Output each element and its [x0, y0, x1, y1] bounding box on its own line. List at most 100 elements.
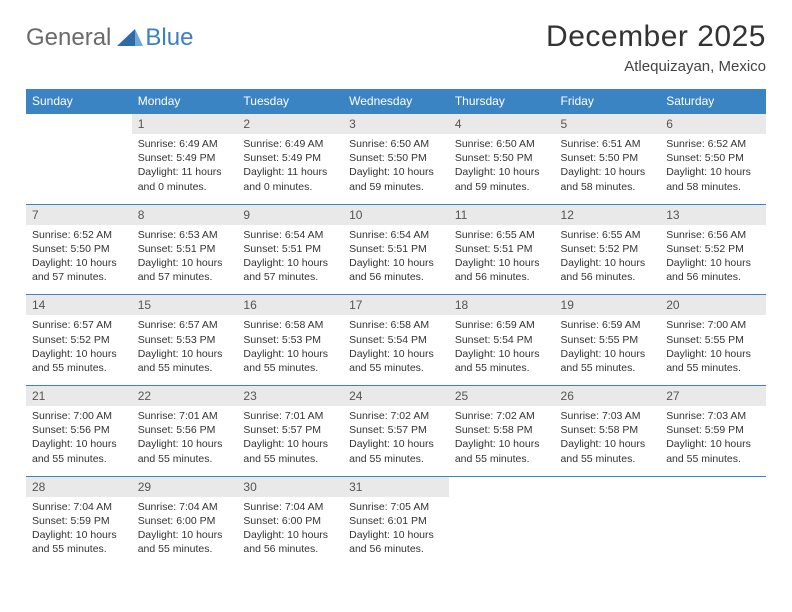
- day-header: Saturday: [660, 89, 766, 114]
- day-cell: Sunrise: 6:57 AMSunset: 5:53 PMDaylight:…: [132, 315, 238, 385]
- daylight-text: Daylight: 10 hours and 55 minutes.: [666, 347, 760, 375]
- sunset-text: Sunset: 5:57 PM: [349, 423, 443, 437]
- day-cell: Sunrise: 6:53 AMSunset: 5:51 PMDaylight:…: [132, 225, 238, 295]
- day-number: 13: [660, 204, 766, 225]
- day-cell: Sunrise: 7:00 AMSunset: 5:56 PMDaylight:…: [26, 406, 132, 476]
- sunrise-text: Sunrise: 7:05 AM: [349, 500, 443, 514]
- day-number: 20: [660, 295, 766, 316]
- day-number: 4: [449, 114, 555, 135]
- sunset-text: Sunset: 5:51 PM: [455, 242, 549, 256]
- day-cell: Sunrise: 6:59 AMSunset: 5:55 PMDaylight:…: [555, 315, 661, 385]
- day-cell: Sunrise: 6:54 AMSunset: 5:51 PMDaylight:…: [343, 225, 449, 295]
- detail-row: Sunrise: 7:04 AMSunset: 5:59 PMDaylight:…: [26, 497, 766, 567]
- daylight-text: Daylight: 10 hours and 55 minutes.: [561, 437, 655, 465]
- day-number: 22: [132, 386, 238, 407]
- daylight-text: Daylight: 10 hours and 55 minutes.: [32, 528, 126, 556]
- sunrise-text: Sunrise: 6:49 AM: [138, 137, 232, 151]
- sunset-text: Sunset: 5:51 PM: [243, 242, 337, 256]
- daynum-row: 21222324252627: [26, 386, 766, 407]
- daylight-text: Daylight: 10 hours and 58 minutes.: [666, 165, 760, 193]
- day-cell: [555, 497, 661, 567]
- sunset-text: Sunset: 5:55 PM: [666, 333, 760, 347]
- sunset-text: Sunset: 6:00 PM: [138, 514, 232, 528]
- sunrise-text: Sunrise: 6:51 AM: [561, 137, 655, 151]
- calendar-body: 123456Sunrise: 6:49 AMSunset: 5:49 PMDay…: [26, 114, 766, 567]
- sunrise-text: Sunrise: 7:00 AM: [666, 318, 760, 332]
- sunrise-text: Sunrise: 7:03 AM: [666, 409, 760, 423]
- daylight-text: Daylight: 11 hours and 0 minutes.: [243, 165, 337, 193]
- sunrise-text: Sunrise: 7:04 AM: [243, 500, 337, 514]
- daylight-text: Daylight: 10 hours and 55 minutes.: [666, 437, 760, 465]
- daylight-text: Daylight: 10 hours and 56 minutes.: [349, 528, 443, 556]
- sunrise-text: Sunrise: 6:52 AM: [32, 228, 126, 242]
- sunset-text: Sunset: 5:53 PM: [138, 333, 232, 347]
- day-cell: [660, 497, 766, 567]
- day-cell: Sunrise: 7:02 AMSunset: 5:57 PMDaylight:…: [343, 406, 449, 476]
- daylight-text: Daylight: 10 hours and 55 minutes.: [32, 347, 126, 375]
- sunset-text: Sunset: 5:50 PM: [666, 151, 760, 165]
- day-number: 29: [132, 476, 238, 497]
- day-number: 6: [660, 114, 766, 135]
- sunrise-text: Sunrise: 6:57 AM: [32, 318, 126, 332]
- daylight-text: Daylight: 10 hours and 55 minutes.: [455, 347, 549, 375]
- day-cell: Sunrise: 6:54 AMSunset: 5:51 PMDaylight:…: [237, 225, 343, 295]
- day-header: Monday: [132, 89, 238, 114]
- day-number: 1: [132, 114, 238, 135]
- daylight-text: Daylight: 10 hours and 57 minutes.: [138, 256, 232, 284]
- day-cell: Sunrise: 6:59 AMSunset: 5:54 PMDaylight:…: [449, 315, 555, 385]
- day-header-row: SundayMondayTuesdayWednesdayThursdayFrid…: [26, 89, 766, 114]
- day-number: 24: [343, 386, 449, 407]
- day-cell: Sunrise: 6:58 AMSunset: 5:54 PMDaylight:…: [343, 315, 449, 385]
- day-cell: Sunrise: 7:01 AMSunset: 5:57 PMDaylight:…: [237, 406, 343, 476]
- day-cell: Sunrise: 6:49 AMSunset: 5:49 PMDaylight:…: [237, 134, 343, 204]
- day-number: 21: [26, 386, 132, 407]
- daylight-text: Daylight: 11 hours and 0 minutes.: [138, 165, 232, 193]
- day-cell: Sunrise: 6:58 AMSunset: 5:53 PMDaylight:…: [237, 315, 343, 385]
- sunrise-text: Sunrise: 6:52 AM: [666, 137, 760, 151]
- daylight-text: Daylight: 10 hours and 57 minutes.: [243, 256, 337, 284]
- sunrise-text: Sunrise: 6:56 AM: [666, 228, 760, 242]
- sunset-text: Sunset: 5:52 PM: [32, 333, 126, 347]
- sunrise-text: Sunrise: 6:55 AM: [455, 228, 549, 242]
- sunset-text: Sunset: 5:50 PM: [349, 151, 443, 165]
- brand-part1: General: [26, 24, 111, 52]
- daylight-text: Daylight: 10 hours and 56 minutes.: [455, 256, 549, 284]
- sunset-text: Sunset: 5:49 PM: [243, 151, 337, 165]
- day-number: 15: [132, 295, 238, 316]
- page-title: December 2025: [546, 20, 766, 54]
- day-number: 5: [555, 114, 661, 135]
- day-header: Friday: [555, 89, 661, 114]
- day-cell: [449, 497, 555, 567]
- day-number: 2: [237, 114, 343, 135]
- detail-row: Sunrise: 6:57 AMSunset: 5:52 PMDaylight:…: [26, 315, 766, 385]
- day-cell: Sunrise: 7:03 AMSunset: 5:58 PMDaylight:…: [555, 406, 661, 476]
- day-number: [660, 476, 766, 497]
- daylight-text: Daylight: 10 hours and 55 minutes.: [349, 347, 443, 375]
- day-number: 31: [343, 476, 449, 497]
- day-number: 3: [343, 114, 449, 135]
- daylight-text: Daylight: 10 hours and 57 minutes.: [32, 256, 126, 284]
- day-number: 19: [555, 295, 661, 316]
- sunset-text: Sunset: 5:54 PM: [455, 333, 549, 347]
- brand-logo: General Blue: [26, 24, 193, 52]
- daylight-text: Daylight: 10 hours and 55 minutes.: [243, 437, 337, 465]
- sunset-text: Sunset: 5:54 PM: [349, 333, 443, 347]
- sunrise-text: Sunrise: 6:50 AM: [349, 137, 443, 151]
- day-cell: Sunrise: 6:55 AMSunset: 5:51 PMDaylight:…: [449, 225, 555, 295]
- daylight-text: Daylight: 10 hours and 59 minutes.: [455, 165, 549, 193]
- day-number: 16: [237, 295, 343, 316]
- sunrise-text: Sunrise: 6:53 AM: [138, 228, 232, 242]
- day-header: Sunday: [26, 89, 132, 114]
- sunset-text: Sunset: 5:58 PM: [455, 423, 549, 437]
- day-number: 11: [449, 204, 555, 225]
- daylight-text: Daylight: 10 hours and 55 minutes.: [455, 437, 549, 465]
- sunrise-text: Sunrise: 6:57 AM: [138, 318, 232, 332]
- sunset-text: Sunset: 5:50 PM: [455, 151, 549, 165]
- sunset-text: Sunset: 5:55 PM: [561, 333, 655, 347]
- sunrise-text: Sunrise: 7:04 AM: [32, 500, 126, 514]
- day-number: 17: [343, 295, 449, 316]
- daylight-text: Daylight: 10 hours and 59 minutes.: [349, 165, 443, 193]
- daylight-text: Daylight: 10 hours and 55 minutes.: [561, 347, 655, 375]
- day-cell: Sunrise: 6:49 AMSunset: 5:49 PMDaylight:…: [132, 134, 238, 204]
- brand-part2: Blue: [145, 24, 193, 52]
